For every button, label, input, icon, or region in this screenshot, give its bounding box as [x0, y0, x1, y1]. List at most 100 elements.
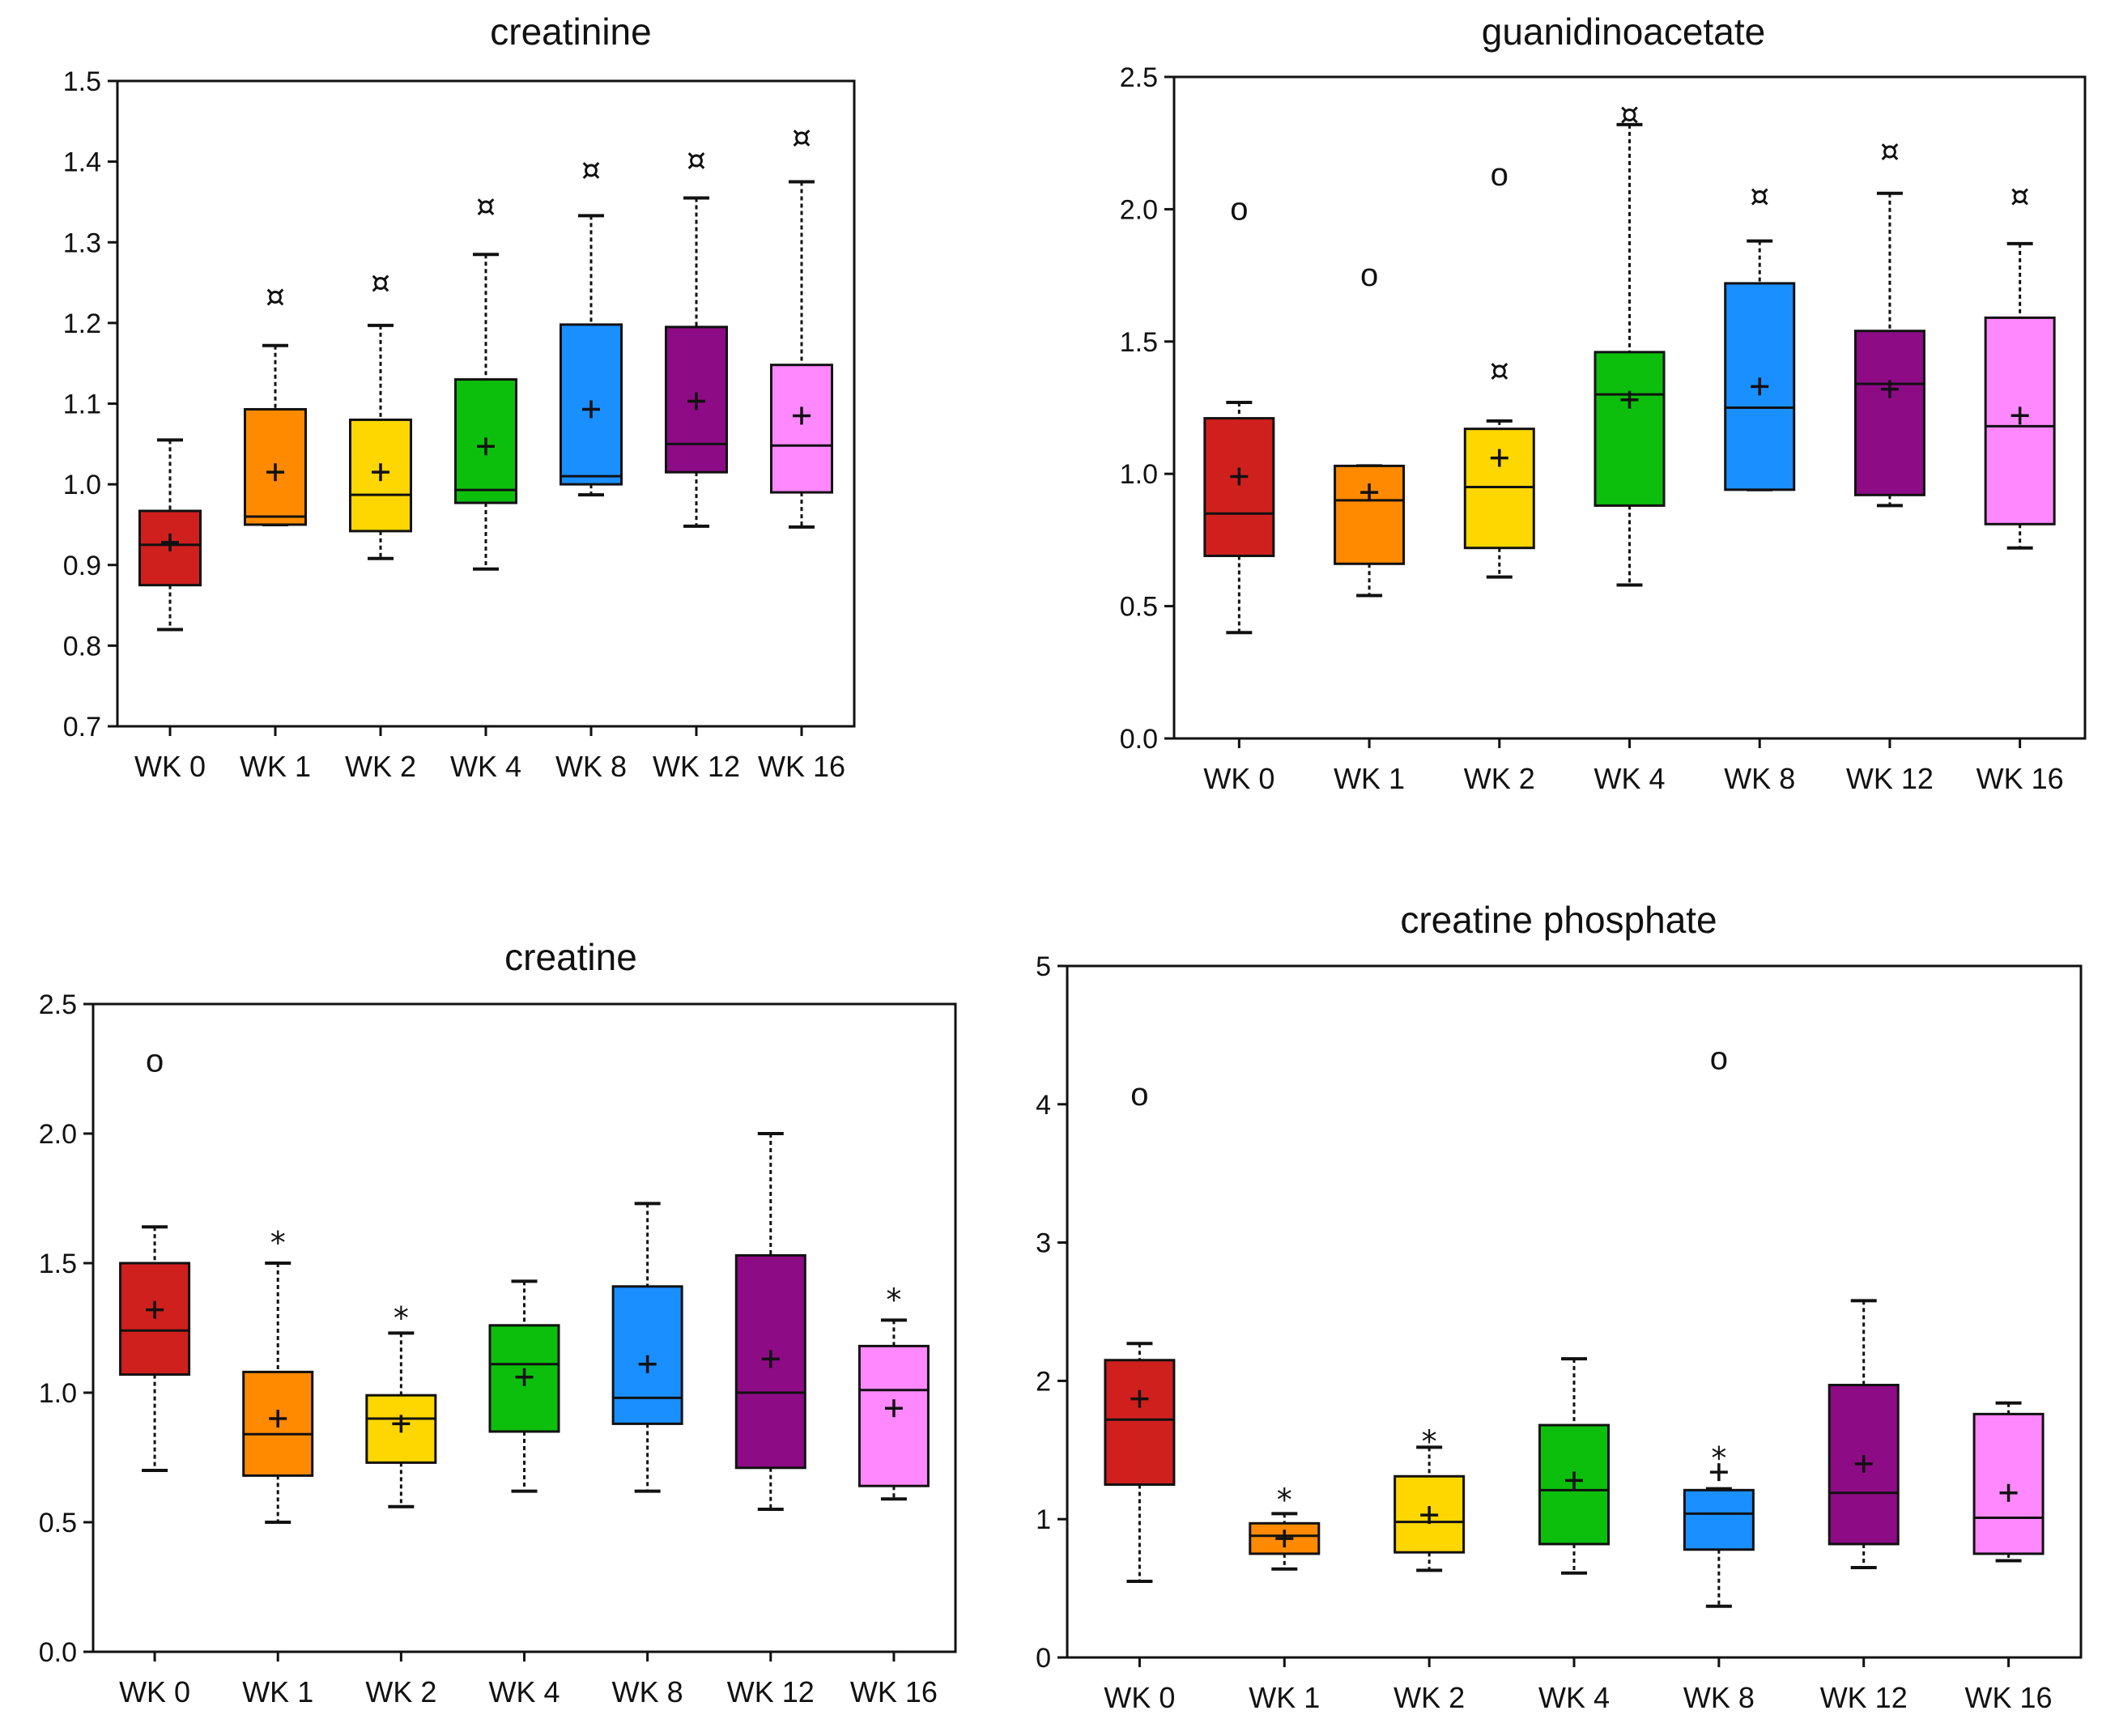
- significance-marker: ¤: [687, 143, 706, 178]
- y-tick-label: 1.0: [39, 1378, 77, 1409]
- box-wk-1: [1334, 464, 1406, 565]
- significance-marker: ¤: [1750, 178, 1769, 214]
- significance-marker: ¤: [792, 120, 811, 155]
- y-tick-label: 3: [1036, 1228, 1051, 1259]
- outlier-marker: o: [1130, 1077, 1148, 1113]
- x-tick-label: WK 1: [1249, 1681, 1320, 1714]
- x-tick-label: WK 0: [119, 1675, 190, 1708]
- y-tick-label: 2.0: [39, 1119, 77, 1150]
- outlier-marker: o: [1491, 157, 1508, 193]
- box-wk-0: [1203, 417, 1275, 558]
- x-tick-label: WK 2: [1464, 762, 1535, 795]
- box-wk-16: [770, 364, 833, 494]
- y-tick-label: 4: [1036, 1090, 1051, 1121]
- x-tick-label: WK 4: [450, 750, 521, 783]
- x-tick-label: WK 4: [1594, 762, 1665, 795]
- y-tick-label: 0.0: [39, 1637, 77, 1668]
- y-tick-label: 0.9: [63, 551, 101, 581]
- chart-title: creatine phosphate: [1400, 899, 1717, 941]
- box-wk-12: [1853, 330, 1925, 496]
- outlier-marker: o: [146, 1043, 164, 1079]
- x-tick-label: WK 16: [758, 750, 845, 783]
- significance-marker: *: [1422, 1424, 1437, 1460]
- x-tick-label: WK 0: [1203, 762, 1274, 795]
- y-tick-label: 0: [1036, 1643, 1051, 1674]
- y-tick-label: 1.5: [1120, 327, 1158, 358]
- box-wk-16: [1972, 1412, 2045, 1555]
- x-tick-label: WK 8: [612, 1675, 683, 1708]
- y-tick-label: 2.5: [39, 989, 77, 1020]
- x-tick-label: WK 16: [1965, 1681, 2053, 1714]
- x-tick-label: WK 0: [134, 750, 206, 783]
- y-tick-label: 1.3: [63, 228, 101, 258]
- x-tick-label: WK 12: [653, 750, 740, 783]
- y-tick-label: 0.5: [39, 1508, 77, 1538]
- y-tick-label: 0.7: [63, 712, 101, 742]
- chart-title: creatine: [504, 936, 637, 978]
- y-tick-label: 1.5: [39, 1249, 77, 1279]
- chart-guanidinoacetate: guanidinoacetate 0.0 0.5 1.0 1.5 2.0 2.5 WK 0 W…: [1120, 11, 2087, 795]
- x-tick-label: WK 12: [1820, 1681, 1908, 1714]
- x-tick-label: WK 8: [555, 750, 627, 783]
- box-wk-0: [138, 509, 202, 587]
- significance-marker: ¤: [1880, 134, 1900, 169]
- x-tick-label: WK 0: [1104, 1681, 1175, 1714]
- x-tick-label: WK 2: [365, 1675, 436, 1708]
- box-wk-0: [119, 1262, 191, 1376]
- y-tick-label: 1.0: [1120, 459, 1158, 490]
- chart-title: creatinine: [490, 11, 651, 53]
- x-tick-label: WK 4: [1538, 1681, 1610, 1714]
- significance-marker: *: [886, 1282, 901, 1317]
- y-tick-label: 2.0: [1120, 194, 1158, 225]
- significance-marker: *: [1711, 1440, 1726, 1476]
- y-tick-label: 1.0: [63, 470, 101, 500]
- chart-title: guanidinoacetate: [1482, 11, 1765, 53]
- x-tick-label: WK 16: [850, 1675, 938, 1708]
- y-tick-label: 1.2: [63, 308, 101, 339]
- y-tick-label: 1: [1036, 1504, 1051, 1535]
- x-tick-label: WK 12: [727, 1675, 815, 1708]
- x-tick-label: WK 4: [488, 1675, 560, 1708]
- y-tick-label: 2.5: [1120, 62, 1158, 93]
- x-tick-label: WK 1: [242, 1675, 313, 1708]
- box-wk-8: [1683, 1488, 1755, 1551]
- significance-marker: ¤: [2011, 178, 2030, 214]
- x-tick-label: WK 2: [345, 750, 416, 783]
- chart-creatine-phosphate: creatine phosphate 0 1 2 3 4 5 WK 0 WK 1 WK 2 WK …: [1036, 899, 2083, 1714]
- outlier-marker: o: [1360, 257, 1378, 293]
- y-tick-label: 2: [1036, 1366, 1051, 1397]
- y-tick-label: 0.0: [1120, 724, 1158, 755]
- x-tick-label: WK 1: [240, 750, 311, 783]
- significance-marker: ¤: [371, 265, 390, 300]
- chart-creatinine: creatinine 0.7 0.8 0.9 1.0 1.1 1.2 1.3 1.4 1.5 WK…: [63, 11, 856, 783]
- box-wk-2: [1463, 428, 1535, 550]
- significance-marker: ¤: [1619, 96, 1639, 132]
- y-tick-label: 1.4: [63, 147, 101, 178]
- y-tick-label: 0.5: [1120, 592, 1158, 623]
- x-tick-label: WK 1: [1334, 762, 1405, 795]
- box-wk-12: [665, 326, 728, 474]
- significance-marker: ¤: [581, 152, 601, 188]
- x-tick-label: WK 2: [1394, 1681, 1465, 1714]
- significance-marker: ¤: [476, 188, 496, 223]
- box-wk-4: [1594, 351, 1666, 507]
- significance-marker: *: [270, 1225, 286, 1261]
- outlier-marker: o: [1710, 1040, 1728, 1076]
- y-tick-label: 0.8: [63, 631, 101, 662]
- significance-marker: ¤: [1490, 353, 1509, 389]
- x-tick-label: WK 16: [1976, 762, 2064, 795]
- chart-creatine: creatine 0.0 0.5 1.0 1.5 2.0 2.5 WK 0 WK 1 WK 2 W…: [39, 936, 957, 1708]
- significance-marker: ¤: [266, 279, 285, 314]
- box-wk-0: [1104, 1359, 1176, 1487]
- box-wk-4: [488, 1324, 560, 1433]
- x-tick-label: WK 8: [1724, 762, 1795, 795]
- significance-marker: *: [394, 1300, 409, 1336]
- outlier-marker: o: [1230, 191, 1248, 227]
- box-wk-8: [611, 1285, 683, 1425]
- x-tick-label: WK 8: [1683, 1681, 1755, 1714]
- significance-marker: *: [1277, 1482, 1292, 1517]
- y-tick-label: 1.1: [63, 389, 101, 420]
- x-tick-label: WK 12: [1846, 762, 1934, 795]
- y-tick-label: 1.5: [63, 66, 101, 97]
